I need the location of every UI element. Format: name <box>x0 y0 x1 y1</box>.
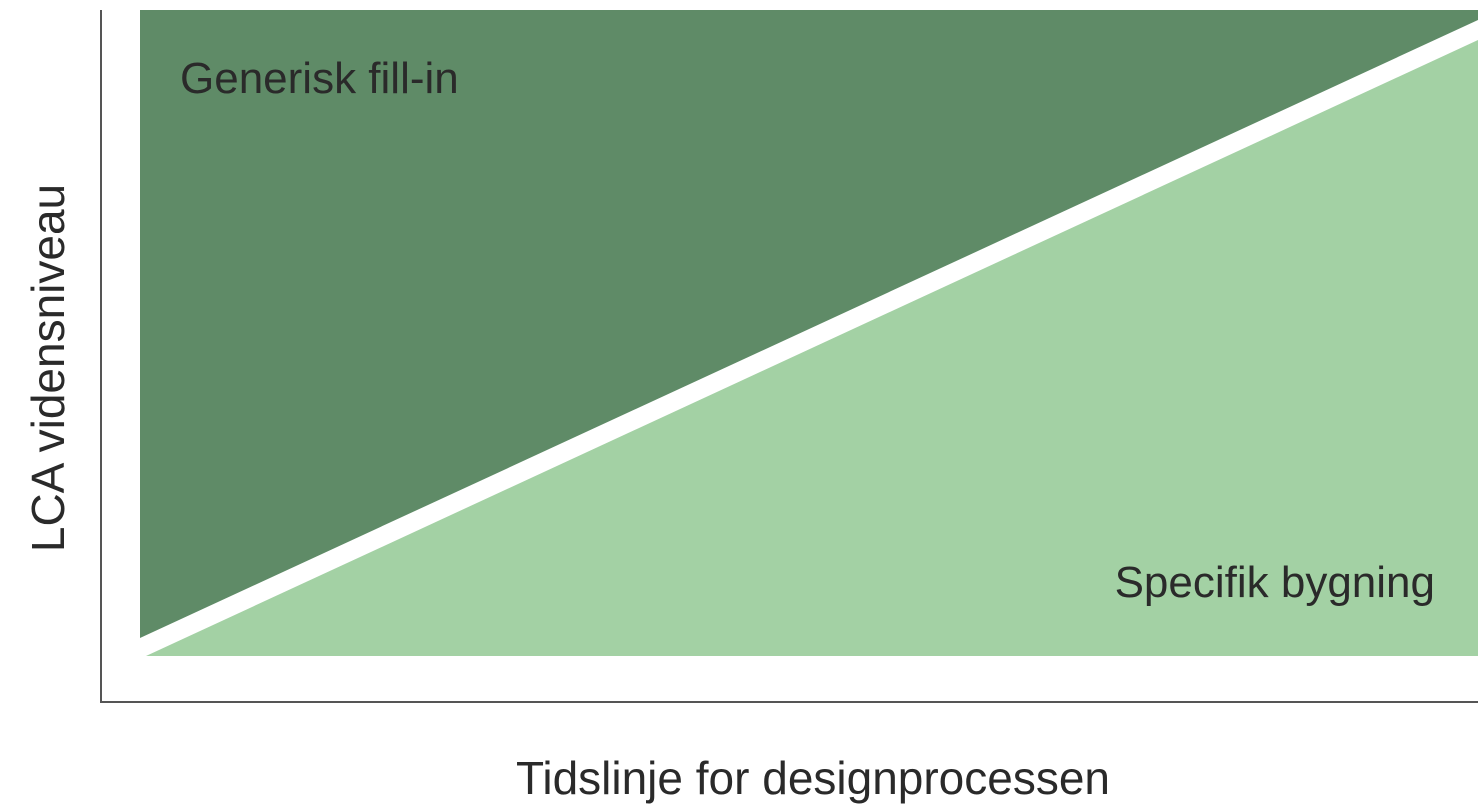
y-axis-label: LCA vidensniveau <box>22 184 74 552</box>
x-axis-label: Tidslinje for designprocessen <box>516 752 1110 804</box>
diagonal-divider <box>135 25 1478 651</box>
specific-building-region <box>146 40 1478 656</box>
specific-building-label: Specifik bygning <box>1115 558 1435 607</box>
generic-fill-in-region <box>140 10 1478 638</box>
generic-fill-in-label: Generisk fill-in <box>180 54 459 103</box>
